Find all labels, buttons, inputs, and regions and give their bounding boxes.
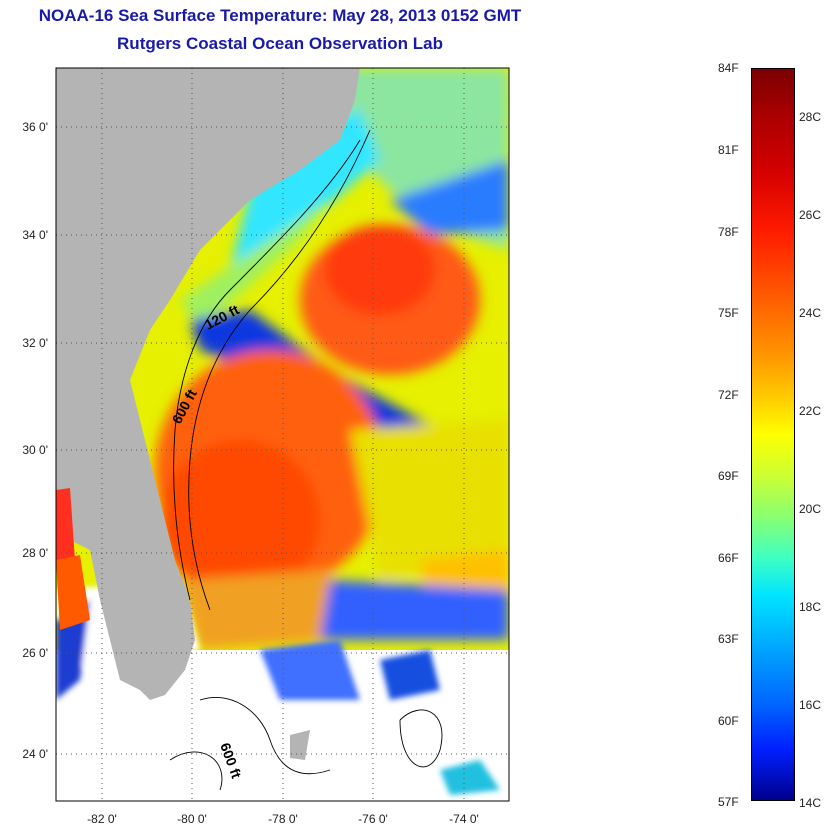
colorbar-c-22: 22C [799, 404, 822, 418]
lat-tick-34: 34 0' [22, 228, 48, 242]
colorbar-c-14: 14C [799, 796, 822, 810]
sst-field [56, 68, 509, 801]
lon-tick-80: -80 0' [177, 812, 207, 826]
colorbar-f-63: 63F [718, 632, 739, 646]
temperature-colorbar [751, 68, 795, 801]
lon-tick-78: -78 0' [268, 812, 298, 826]
lat-tick-26: 26 0' [22, 646, 48, 660]
colorbar-f-84: 84F [718, 61, 739, 75]
colorbar-f-75: 75F [718, 306, 739, 320]
longitude-axis: -82 0' -80 0' -78 0' -76 0' -74 0' [87, 812, 479, 826]
lat-tick-28: 28 0' [22, 546, 48, 560]
colorbar-c-18: 18C [799, 600, 822, 614]
colorbar-f-57: 57F [718, 795, 739, 809]
colorbar-c-26: 26C [799, 208, 822, 222]
lon-tick-76: -76 0' [358, 812, 388, 826]
colorbar-f-78: 78F [718, 225, 739, 239]
latitude-axis: 36 0' 34 0' 32 0' 30 0' 28 0' 26 0' 24 0… [22, 120, 48, 761]
colorbar-c-24: 24C [799, 306, 822, 320]
colorbar-c-28: 28C [799, 110, 822, 124]
lat-tick-30: 30 0' [22, 443, 48, 457]
map-title: NOAA-16 Sea Surface Temperature: May 28,… [38, 6, 522, 25]
map-subtitle: Rutgers Coastal Ocean Observation Lab [117, 34, 443, 53]
land-mass [56, 68, 360, 700]
map-frame [55, 67, 510, 802]
colorbar-c-16: 16C [799, 698, 822, 712]
colorbar-f-60: 60F [718, 714, 739, 728]
colorbar-f-69: 69F [718, 469, 739, 483]
colorbar-c-20: 20C [799, 502, 822, 516]
colorbar-f-72: 72F [718, 388, 739, 402]
colorbar-f-66: 66F [718, 551, 739, 565]
lon-tick-74: -74 0' [449, 812, 479, 826]
lat-tick-32: 32 0' [22, 336, 48, 350]
lat-tick-36: 36 0' [22, 120, 48, 134]
lat-tick-24: 24 0' [22, 747, 48, 761]
lon-tick-82: -82 0' [87, 812, 117, 826]
colorbar-f-81: 81F [718, 143, 739, 157]
